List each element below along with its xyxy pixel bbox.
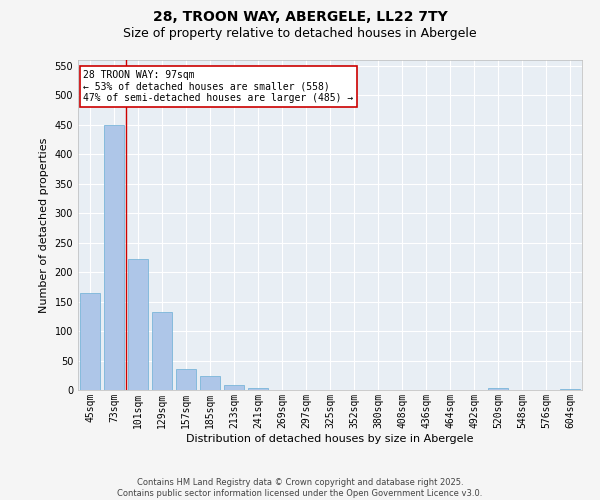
Bar bbox=[248, 388, 268, 390]
Bar bbox=[200, 376, 220, 390]
X-axis label: Distribution of detached houses by size in Abergele: Distribution of detached houses by size … bbox=[186, 434, 474, 444]
Bar bbox=[104, 125, 124, 390]
Bar bbox=[488, 388, 508, 390]
Bar bbox=[560, 389, 580, 390]
Bar bbox=[80, 293, 100, 390]
Bar bbox=[176, 369, 196, 390]
Bar bbox=[128, 258, 148, 390]
Text: 28, TROON WAY, ABERGELE, LL22 7TY: 28, TROON WAY, ABERGELE, LL22 7TY bbox=[152, 10, 448, 24]
Text: Size of property relative to detached houses in Abergele: Size of property relative to detached ho… bbox=[123, 28, 477, 40]
Bar bbox=[224, 384, 244, 390]
Text: 28 TROON WAY: 97sqm
← 53% of detached houses are smaller (558)
47% of semi-detac: 28 TROON WAY: 97sqm ← 53% of detached ho… bbox=[83, 70, 353, 103]
Y-axis label: Number of detached properties: Number of detached properties bbox=[39, 138, 49, 312]
Bar bbox=[152, 312, 172, 390]
Text: Contains HM Land Registry data © Crown copyright and database right 2025.
Contai: Contains HM Land Registry data © Crown c… bbox=[118, 478, 482, 498]
